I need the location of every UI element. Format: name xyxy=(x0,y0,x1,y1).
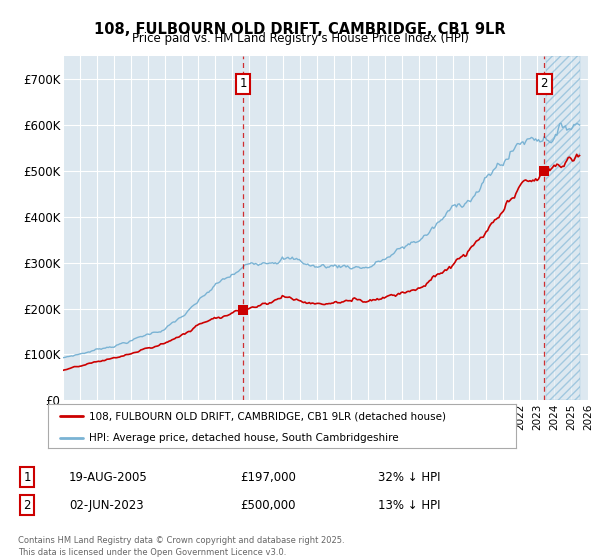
Text: HPI: Average price, detached house, South Cambridgeshire: HPI: Average price, detached house, Sout… xyxy=(89,433,399,444)
Text: 13% ↓ HPI: 13% ↓ HPI xyxy=(378,498,440,512)
Text: 108, FULBOURN OLD DRIFT, CAMBRIDGE, CB1 9LR: 108, FULBOURN OLD DRIFT, CAMBRIDGE, CB1 … xyxy=(94,22,506,38)
Text: 2: 2 xyxy=(541,77,548,90)
Text: 19-AUG-2005: 19-AUG-2005 xyxy=(69,470,148,484)
Text: 02-JUN-2023: 02-JUN-2023 xyxy=(69,498,143,512)
Text: 32% ↓ HPI: 32% ↓ HPI xyxy=(378,470,440,484)
Text: £500,000: £500,000 xyxy=(240,498,296,512)
Text: 2: 2 xyxy=(23,498,31,512)
Text: Contains HM Land Registry data © Crown copyright and database right 2025.
This d: Contains HM Land Registry data © Crown c… xyxy=(18,536,344,557)
Text: 1: 1 xyxy=(239,77,247,90)
Text: 108, FULBOURN OLD DRIFT, CAMBRIDGE, CB1 9LR (detached house): 108, FULBOURN OLD DRIFT, CAMBRIDGE, CB1 … xyxy=(89,411,446,421)
Text: Price paid vs. HM Land Registry's House Price Index (HPI): Price paid vs. HM Land Registry's House … xyxy=(131,32,469,45)
Text: 1: 1 xyxy=(23,470,31,484)
Text: £197,000: £197,000 xyxy=(240,470,296,484)
